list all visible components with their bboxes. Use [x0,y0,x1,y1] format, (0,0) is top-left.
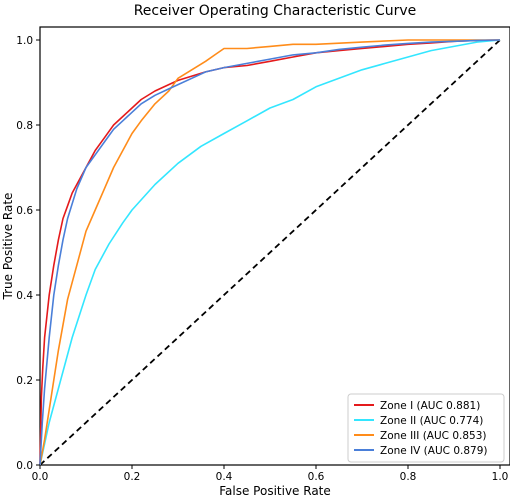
x-tick-label: 1.0 [492,471,509,483]
y-tick-label: 0.6 [16,205,33,217]
reference-line [39,39,501,466]
y-tick-label: 0.8 [16,120,33,132]
y-tick-label: 0.2 [16,375,33,387]
legend-box [347,393,505,463]
plot-area [39,26,510,466]
series-line-2 [39,39,501,466]
legend-label: Zone II (AUC 0.774) [380,415,483,427]
y-tick-label: 1.0 [16,35,33,47]
legend-label: Zone III (AUC 0.853) [380,430,487,442]
x-tick-label: 0.8 [400,471,417,483]
x-tick-label: 0.0 [32,471,49,483]
reference-diagonal-line [39,39,501,466]
y-axis: 0.0 0.2 0.4 0.6 0.8 1.0 [16,35,40,472]
series-line-1 [39,39,501,466]
series-line-4 [39,39,501,466]
x-tick-label: 0.6 [308,471,325,483]
chart-title: Receiver Operating Characteristic Curve [134,3,417,19]
y-tick-label: 0.0 [16,460,33,472]
x-tick-label: 0.2 [124,471,141,483]
y-tick-label: 0.4 [16,290,33,302]
x-tick-label: 0.4 [216,471,233,483]
series-layer [39,39,501,466]
x-axis: 0.0 0.2 0.4 0.6 0.8 1.0 [32,465,509,483]
legend: Zone I (AUC 0.881) Zone II (AUC 0.774) Zon… [347,393,505,463]
legend-label: Zone I (AUC 0.881) [380,400,480,412]
y-axis-label: True Positive Rate [1,193,15,301]
series-line-3 [39,39,500,466]
legend-label: Zone IV (AUC 0.879) [380,445,487,457]
x-axis-label: False Positive Rate [219,484,331,498]
